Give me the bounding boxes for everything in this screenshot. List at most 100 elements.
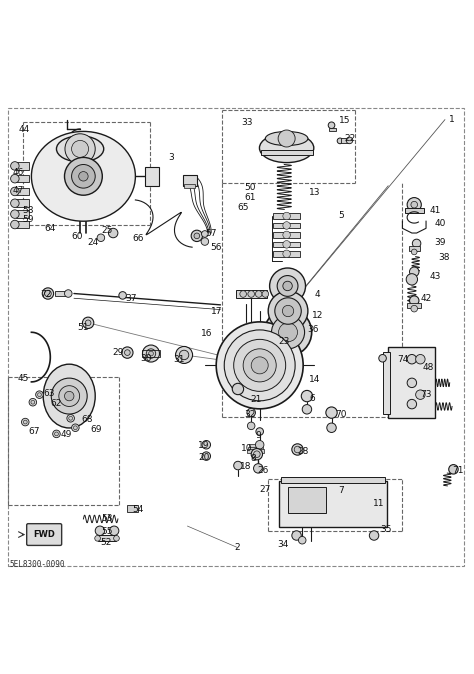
Circle shape (416, 390, 425, 400)
Text: 40: 40 (435, 219, 446, 228)
Bar (273, 213, 300, 219)
Circle shape (55, 432, 58, 436)
Bar (273, 251, 300, 257)
Text: 9: 9 (255, 431, 261, 440)
Text: 53: 53 (101, 514, 113, 524)
Text: 63: 63 (43, 389, 55, 398)
Bar (405, 208, 424, 213)
Circle shape (224, 330, 295, 401)
Text: 49: 49 (60, 430, 72, 439)
Text: 10: 10 (241, 443, 252, 452)
Text: 54: 54 (132, 505, 144, 514)
Text: 61: 61 (245, 193, 256, 202)
Circle shape (379, 355, 386, 362)
Circle shape (149, 351, 154, 356)
Text: 35: 35 (380, 525, 392, 534)
Ellipse shape (259, 133, 314, 162)
Circle shape (10, 199, 19, 208)
Circle shape (337, 138, 343, 144)
Circle shape (410, 267, 419, 276)
Circle shape (10, 175, 19, 183)
Circle shape (292, 530, 301, 541)
Text: 60: 60 (72, 233, 83, 241)
Text: 55: 55 (101, 527, 113, 537)
Circle shape (109, 526, 119, 536)
FancyBboxPatch shape (27, 524, 62, 545)
Text: 44: 44 (18, 125, 30, 135)
Circle shape (232, 384, 244, 395)
Circle shape (95, 526, 105, 536)
Text: 33: 33 (242, 119, 253, 127)
Text: 14: 14 (310, 375, 321, 384)
Text: 41: 41 (430, 206, 441, 215)
Text: 72: 72 (40, 290, 51, 299)
Circle shape (328, 122, 335, 129)
Circle shape (73, 426, 77, 429)
Circle shape (301, 390, 313, 402)
Circle shape (262, 290, 269, 297)
Circle shape (59, 386, 80, 406)
Circle shape (72, 140, 89, 158)
Circle shape (216, 322, 303, 409)
Circle shape (51, 378, 87, 414)
Bar (281, 477, 385, 483)
Bar (16, 200, 29, 207)
Circle shape (146, 349, 156, 359)
Circle shape (326, 407, 337, 419)
Text: 71: 71 (452, 466, 464, 474)
Text: 30: 30 (140, 354, 152, 363)
Text: 26: 26 (257, 466, 269, 474)
Circle shape (65, 133, 95, 164)
Circle shape (240, 290, 246, 297)
Circle shape (201, 231, 208, 237)
Ellipse shape (265, 131, 308, 146)
Circle shape (64, 290, 72, 297)
Bar (329, 127, 336, 131)
Circle shape (31, 400, 35, 404)
Circle shape (122, 347, 133, 359)
Circle shape (277, 276, 298, 297)
Circle shape (202, 441, 210, 449)
Circle shape (283, 212, 291, 220)
Circle shape (283, 241, 291, 248)
Text: 25: 25 (101, 226, 113, 235)
Text: 69: 69 (91, 425, 102, 433)
Circle shape (407, 400, 417, 409)
Text: 47: 47 (13, 186, 24, 195)
Circle shape (416, 355, 425, 364)
Bar (128, 505, 138, 512)
Circle shape (191, 231, 202, 241)
Circle shape (10, 162, 19, 170)
Circle shape (411, 202, 418, 208)
Circle shape (234, 340, 286, 392)
Bar (184, 184, 195, 187)
Circle shape (299, 537, 306, 544)
Circle shape (279, 323, 298, 342)
Text: 16: 16 (201, 329, 212, 338)
Circle shape (256, 428, 264, 435)
Text: 8: 8 (251, 454, 256, 463)
Circle shape (407, 197, 421, 212)
Text: 73: 73 (420, 390, 432, 399)
Bar (16, 221, 29, 228)
Circle shape (143, 345, 159, 362)
Circle shape (407, 355, 417, 364)
Ellipse shape (43, 364, 95, 428)
Text: 42: 42 (420, 294, 432, 303)
Circle shape (411, 305, 418, 312)
Circle shape (264, 309, 312, 356)
Text: FWD: FWD (33, 530, 55, 539)
Ellipse shape (31, 131, 136, 221)
Text: 18: 18 (240, 462, 251, 472)
Circle shape (302, 404, 312, 414)
Bar (16, 187, 29, 195)
Circle shape (283, 250, 291, 257)
Text: 20: 20 (198, 454, 210, 462)
Circle shape (254, 451, 260, 458)
Circle shape (369, 530, 379, 541)
Bar (182, 175, 197, 186)
Text: 22: 22 (345, 134, 356, 143)
Circle shape (283, 305, 294, 317)
Circle shape (69, 417, 73, 420)
Text: 4: 4 (315, 290, 320, 299)
